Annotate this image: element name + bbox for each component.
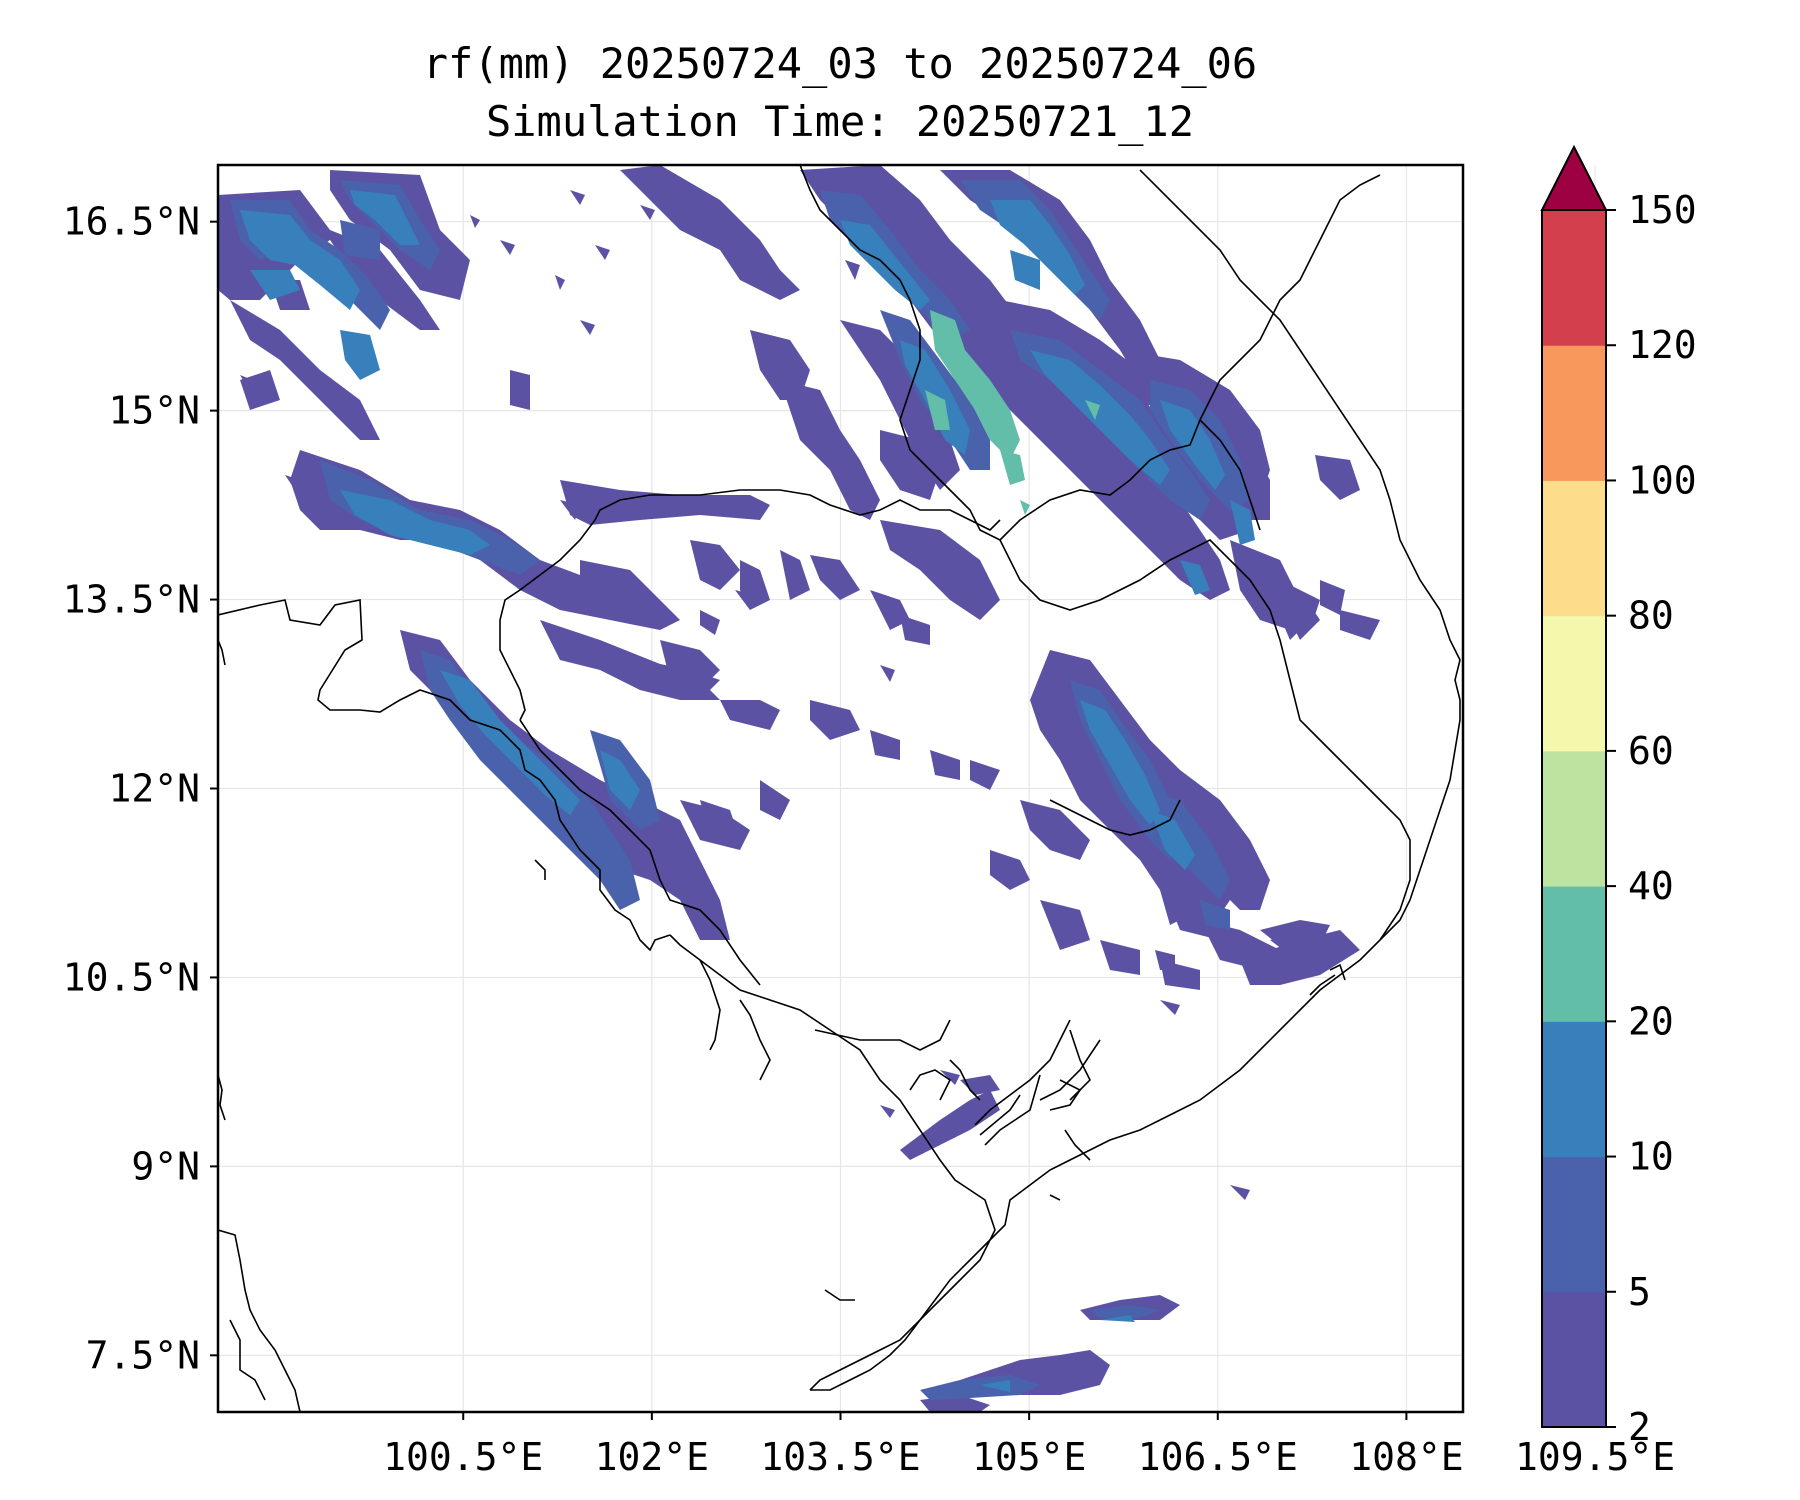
y-tick-label: 12°N bbox=[108, 767, 200, 811]
y-tick-label: 15°N bbox=[108, 389, 200, 433]
x-tick-label: 105°E bbox=[972, 1435, 1086, 1479]
colorbar-band bbox=[1542, 345, 1606, 481]
colorbar-band bbox=[1542, 886, 1606, 1022]
colorbar-frame bbox=[1541, 209, 1607, 1428]
colorbar-band bbox=[1542, 1291, 1606, 1428]
y-tick-label: 16.5°N bbox=[63, 200, 200, 244]
colorbar-tick-label: 10 bbox=[1628, 1135, 1674, 1179]
colorbar: 2 5 10 20 40 60 80 100 120 150 bbox=[1540, 144, 1697, 1449]
colorbar-tick-label: 80 bbox=[1628, 594, 1674, 638]
colorbar-tick-label: 20 bbox=[1628, 999, 1674, 1043]
colorbar-tick-label: 40 bbox=[1628, 864, 1674, 908]
colorbar-bands bbox=[1542, 210, 1606, 1428]
colorbar-tick-label: 100 bbox=[1628, 458, 1697, 502]
x-axis-ticks: 100.5°E 102°E 103.5°E 105°E 106.5°E 108°E 109.… bbox=[383, 1412, 1675, 1479]
colorbar-tick-label: 60 bbox=[1628, 729, 1674, 773]
colorbar-band bbox=[1542, 1021, 1606, 1158]
title-line-2: Simulation Time: 20250721_12 bbox=[486, 97, 1194, 146]
x-tick-label: 109.5°E bbox=[1515, 1435, 1675, 1479]
colorbar-band bbox=[1542, 480, 1606, 617]
colorbar-tick-label: 5 bbox=[1628, 1270, 1651, 1314]
x-tick-label: 106.5°E bbox=[1138, 1435, 1298, 1479]
colorbar-labels: 2 5 10 20 40 60 80 100 120 150 bbox=[1606, 188, 1697, 1449]
x-tick-label: 108°E bbox=[1349, 1435, 1463, 1479]
x-tick-label: 103.5°E bbox=[760, 1435, 920, 1479]
x-tick-label: 100.5°E bbox=[383, 1435, 543, 1479]
coastlines-and-borders bbox=[218, 165, 1461, 1412]
y-tick-label: 10.5°N bbox=[63, 955, 200, 999]
x-tick-label: 102°E bbox=[595, 1435, 709, 1479]
y-tick-label: 13.5°N bbox=[63, 578, 200, 622]
colorbar-band bbox=[1542, 615, 1606, 752]
y-tick-label: 9°N bbox=[131, 1144, 200, 1188]
rain-band-20-40 bbox=[925, 310, 1100, 515]
rainfall-layer bbox=[218, 165, 1380, 1412]
title-line-1: rf(mm) 20250724_03 to 20250724_06 bbox=[423, 39, 1257, 88]
colorbar-band bbox=[1542, 750, 1606, 887]
rain-band-10-20 bbox=[240, 190, 1255, 1392]
colorbar-tick-label: 120 bbox=[1628, 323, 1697, 367]
map-panel: 100.5°E 102°E 103.5°E 105°E 106.5°E 108°E 109.… bbox=[63, 163, 1675, 1479]
colorbar-band bbox=[1542, 210, 1606, 346]
colorbar-tick-label: 150 bbox=[1628, 188, 1697, 232]
colorbar-band bbox=[1542, 1156, 1606, 1293]
colorbar-tick-label: 2 bbox=[1628, 1405, 1651, 1449]
y-axis-ticks: 16.5°N 15°N 13.5°N 12°N 10.5°N 9°N 7.5°N bbox=[63, 200, 218, 1377]
y-tick-label: 7.5°N bbox=[86, 1333, 200, 1377]
colorbar-extend-triangle bbox=[1540, 144, 1608, 211]
